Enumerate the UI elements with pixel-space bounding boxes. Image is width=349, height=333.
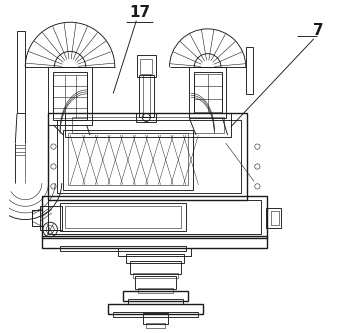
Bar	[266, 208, 281, 228]
Text: 7: 7	[313, 23, 324, 38]
Bar	[64, 130, 193, 190]
Bar	[143, 313, 168, 324]
Bar	[140, 59, 152, 74]
Bar	[194, 72, 222, 114]
Bar	[60, 246, 186, 251]
Bar	[60, 203, 186, 231]
Bar	[137, 55, 156, 77]
Bar	[118, 248, 191, 256]
Bar	[49, 200, 261, 234]
Bar	[135, 276, 176, 289]
Bar	[246, 47, 253, 94]
Bar	[49, 114, 247, 200]
Bar	[133, 273, 178, 278]
Bar	[32, 209, 42, 226]
Bar	[17, 31, 25, 114]
Bar	[128, 299, 183, 304]
Bar	[139, 75, 154, 117]
Bar	[146, 323, 164, 328]
Bar	[130, 261, 181, 274]
Bar	[136, 114, 156, 122]
Bar	[68, 133, 188, 185]
Bar	[42, 196, 267, 238]
Bar	[65, 206, 181, 228]
Bar	[138, 287, 173, 292]
Bar	[40, 206, 62, 229]
Bar	[57, 120, 241, 193]
Bar	[271, 211, 279, 224]
Bar	[108, 304, 203, 314]
Bar	[49, 67, 91, 125]
Bar	[65, 114, 231, 137]
Bar	[126, 254, 185, 263]
Bar	[72, 117, 224, 133]
Bar	[190, 67, 226, 119]
Bar	[53, 72, 87, 120]
Bar	[143, 75, 150, 117]
Text: 17: 17	[129, 5, 150, 20]
Bar	[123, 291, 188, 301]
Bar	[42, 236, 267, 248]
Bar	[113, 312, 198, 317]
